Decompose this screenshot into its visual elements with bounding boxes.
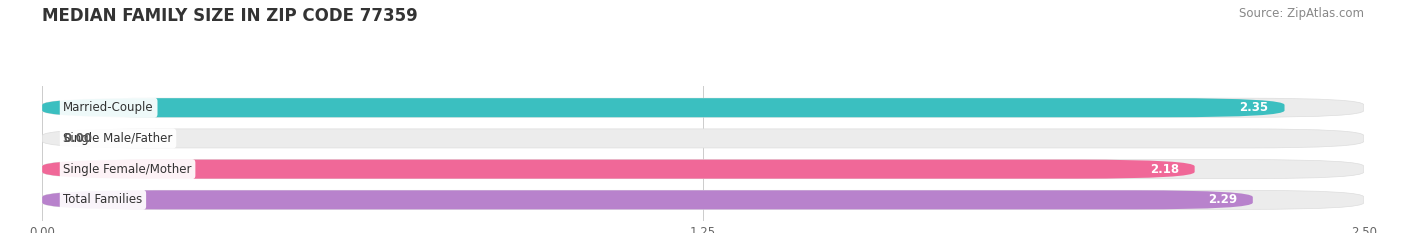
Text: Single Male/Father: Single Male/Father: [63, 132, 173, 145]
Text: Married-Couple: Married-Couple: [63, 101, 153, 114]
FancyBboxPatch shape: [42, 98, 1364, 117]
Text: 2.35: 2.35: [1240, 101, 1268, 114]
FancyBboxPatch shape: [42, 190, 1364, 209]
FancyBboxPatch shape: [42, 98, 1285, 117]
Text: Source: ZipAtlas.com: Source: ZipAtlas.com: [1239, 7, 1364, 20]
Text: MEDIAN FAMILY SIZE IN ZIP CODE 77359: MEDIAN FAMILY SIZE IN ZIP CODE 77359: [42, 7, 418, 25]
FancyBboxPatch shape: [42, 129, 1364, 148]
Text: Total Families: Total Families: [63, 193, 142, 206]
Text: 2.29: 2.29: [1208, 193, 1237, 206]
Text: Single Female/Mother: Single Female/Mother: [63, 163, 191, 176]
FancyBboxPatch shape: [42, 160, 1364, 179]
Text: 2.18: 2.18: [1150, 163, 1178, 176]
FancyBboxPatch shape: [42, 160, 1195, 179]
FancyBboxPatch shape: [42, 190, 1253, 209]
Text: 0.00: 0.00: [63, 132, 93, 145]
